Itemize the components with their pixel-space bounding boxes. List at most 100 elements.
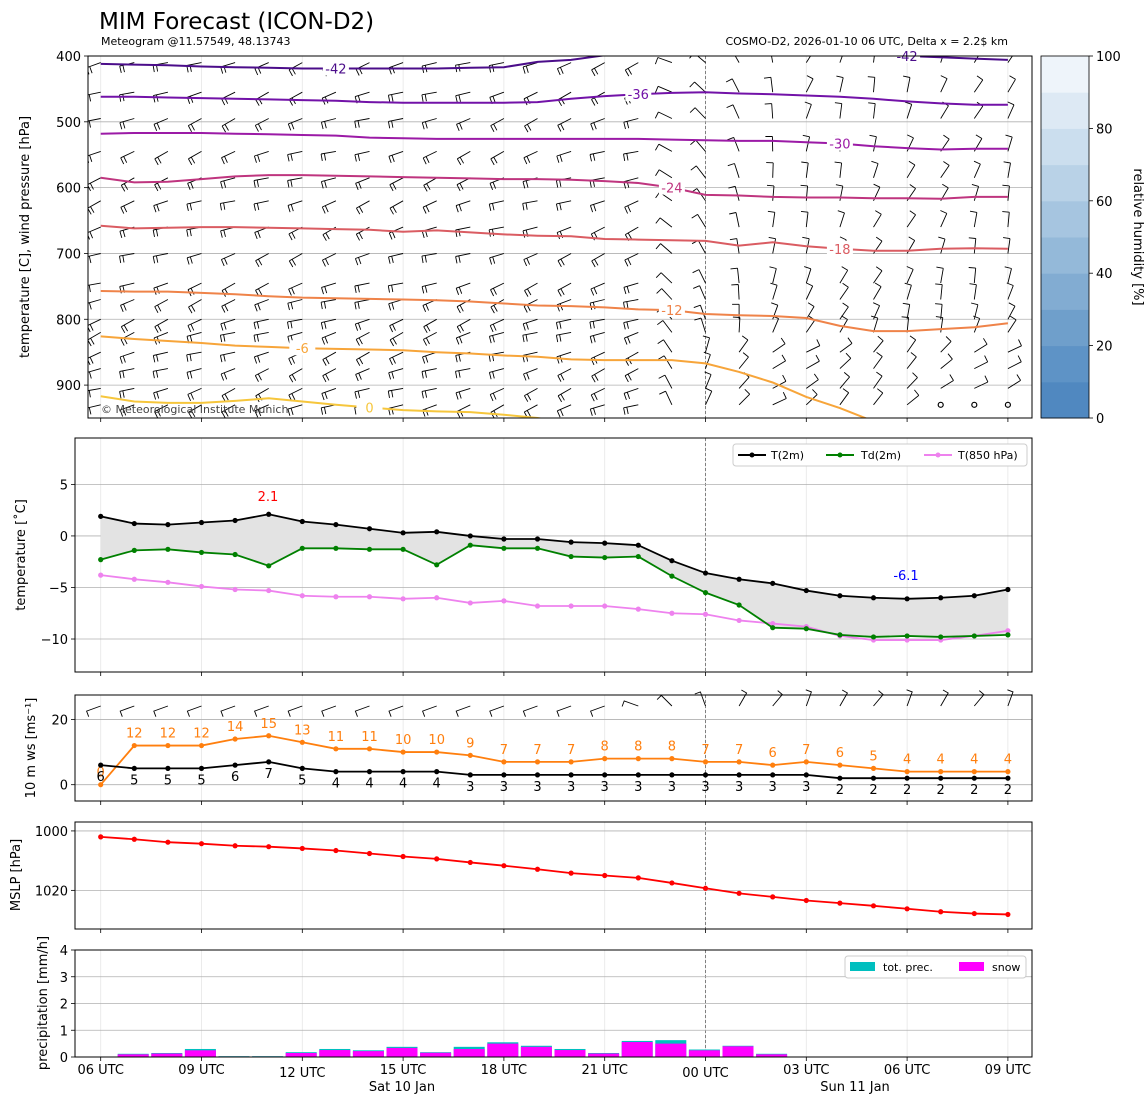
wind-barb (120, 200, 135, 214)
isotherm-label: -12 (661, 304, 682, 319)
surface-wind-barb (906, 689, 913, 707)
wind-barb (1007, 374, 1021, 389)
wind-barb (188, 404, 202, 418)
wind-barb (805, 302, 815, 320)
wind-barb (974, 338, 988, 353)
wind-barb (154, 318, 169, 333)
wind-barb (356, 351, 370, 366)
wind-barb (356, 200, 370, 215)
wind-value-label: 8 (668, 740, 676, 755)
wind-barb (873, 282, 882, 300)
time-tick-label: 09 UTC (985, 1063, 1031, 1078)
wind-barb (657, 339, 673, 353)
wind-point (131, 742, 137, 749)
wind-value-label: 3 (466, 780, 474, 795)
wind-value-label: 12 (160, 727, 177, 742)
wind-point (198, 742, 205, 749)
wind-point (400, 769, 406, 775)
pressure-frame (74, 821, 1033, 930)
wind-value-label: 4 (937, 753, 945, 768)
wind-barb (769, 266, 777, 284)
wind-barb (654, 85, 673, 93)
wind-value-label: 5 (869, 749, 877, 764)
surface-wind-barb (388, 705, 404, 717)
wind-barb (1007, 75, 1016, 93)
wind-barb (738, 388, 751, 406)
wind-barb (153, 282, 169, 295)
temperature-point (904, 596, 910, 602)
wind-point (98, 782, 104, 788)
wind-barb (839, 302, 849, 320)
wind-barb (287, 299, 303, 311)
isotherm-label-bg (826, 240, 853, 256)
wind-value-label: 14 (227, 720, 244, 735)
wind-barb (940, 75, 948, 93)
temperature-point (702, 590, 709, 596)
wind-barb (589, 299, 605, 311)
wind-barb (219, 351, 236, 363)
isotherm-label-bg (625, 86, 652, 102)
wind-point (366, 769, 373, 775)
wind-point (366, 746, 373, 752)
wind-barb (119, 387, 135, 399)
wind-point (938, 769, 944, 775)
wind-point (770, 772, 776, 778)
wind-barb (322, 351, 337, 366)
wind-barb (1007, 355, 1022, 370)
temperature-point (131, 576, 137, 582)
copyright-text: © Meteorological Institute Munich (101, 403, 288, 416)
snow-bar (319, 1050, 351, 1057)
value-tick-label: 800 (56, 313, 81, 328)
wind-barb (422, 299, 437, 312)
surface-wind-barb (590, 705, 605, 717)
mslp-point (770, 894, 776, 900)
temperature-point (870, 634, 877, 640)
wind-barb (764, 103, 774, 119)
wind-barb (655, 217, 673, 228)
wind-barb (253, 318, 269, 330)
wind-value-label: 2 (1004, 783, 1012, 798)
wind-barb (522, 62, 538, 74)
wind-point (1005, 775, 1011, 781)
wind-barb (1007, 101, 1015, 119)
wind-barb (153, 331, 169, 345)
wind-barb (321, 387, 337, 401)
mslp-point (702, 885, 709, 891)
wind-barb (690, 139, 706, 152)
wind-barb (624, 253, 639, 267)
wind-barb (839, 56, 843, 63)
wind-barb (590, 118, 605, 131)
wind-barb (490, 151, 505, 166)
wind-barb (523, 150, 538, 165)
temperature-point (467, 542, 473, 548)
snow-bar (487, 1043, 519, 1057)
wind-point (568, 759, 574, 765)
wind-barb (421, 226, 437, 239)
wind-barb (387, 91, 404, 103)
wind-value-label: 12 (193, 727, 210, 742)
wind-barb (152, 368, 168, 379)
dewpoint-spread-area (100, 514, 1008, 637)
wind-barb (354, 253, 370, 266)
time-tick-label: 15 UTC (380, 1063, 426, 1078)
surface-wind-barb (805, 689, 812, 707)
wind-point (400, 749, 406, 755)
surface-wind-barb (656, 694, 673, 707)
wind-barb (940, 336, 952, 353)
wind-barb (119, 351, 135, 364)
pressure-panel: 1020 1000 MSLP [hPa] (9, 821, 1033, 933)
colorbar-tick-label: 60 (1096, 195, 1113, 210)
wind-value-label: 4 (1004, 753, 1012, 768)
wind-barb (732, 316, 741, 333)
temperature-series-line (100, 544, 1008, 638)
wind-value-label: 3 (668, 780, 676, 795)
time-axis: 06 UTC 09 UTC 12 UTC 15 UTC 18 UTC 21 UTC 00 U… (77, 1063, 1031, 1081)
colorbar-tick-label: 40 (1096, 267, 1113, 282)
wind-value-label: 2 (970, 783, 978, 798)
wind-barb (524, 118, 538, 133)
wind-barb (837, 210, 845, 228)
wind-value-label: 5 (130, 773, 138, 788)
wind-barb (658, 374, 673, 389)
wind-barb (834, 102, 843, 119)
